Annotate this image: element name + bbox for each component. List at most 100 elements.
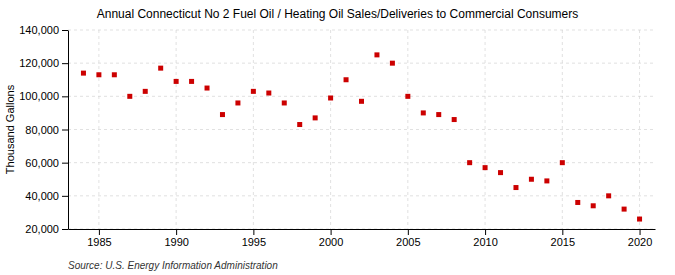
tick: 2000: [319, 229, 343, 248]
point: [328, 95, 333, 100]
tick-label: 100,000: [19, 90, 59, 102]
grid-line-y: [68, 162, 655, 163]
tick-mark: [331, 229, 332, 235]
point: [235, 100, 240, 105]
tick-label: 2005: [396, 236, 420, 248]
point: [575, 200, 580, 205]
tick: 1990: [164, 229, 188, 248]
tick-label: 2000: [319, 236, 343, 248]
point: [467, 160, 472, 165]
tick: 80,000: [25, 124, 68, 136]
point: [205, 86, 210, 91]
point: [313, 115, 318, 120]
title: Annual Connecticut No 2 Fuel Oil / Heati…: [97, 7, 579, 21]
tick-mark: [408, 229, 409, 235]
tick: 2005: [396, 229, 420, 248]
tick: 2010: [473, 229, 497, 248]
tick: 20,000: [25, 223, 68, 235]
point: [513, 185, 518, 190]
points: [81, 52, 642, 221]
point: [174, 79, 179, 84]
tick: 100,000: [19, 90, 68, 102]
tick-mark: [62, 130, 68, 131]
plot-area: 1985 1990 1995 2000 2005 2010 2015 2020 20,000 40…: [19, 24, 655, 248]
tick: 60,000: [25, 157, 68, 169]
point: [359, 99, 364, 104]
point: [436, 112, 441, 117]
tick: 120,000: [19, 57, 68, 69]
tick-label: 1995: [242, 236, 266, 248]
tick: 140,000: [19, 24, 68, 36]
tick-label: 120,000: [19, 57, 59, 69]
tick-label: 2020: [628, 236, 652, 248]
point: [498, 170, 503, 175]
axis-line: [68, 31, 69, 230]
tick-mark: [62, 163, 68, 164]
point: [374, 52, 379, 57]
grid-line-x: [407, 30, 408, 229]
point: [81, 71, 86, 76]
point: [622, 207, 627, 212]
y-axis-title: Thousand Gallons: [4, 84, 16, 174]
grid-line-x: [330, 30, 331, 229]
point: [606, 193, 611, 198]
point: [158, 66, 163, 71]
tick-mark: [562, 229, 563, 235]
point: [591, 203, 596, 208]
y-axis: 20,000 40,000 60,000 80,000 100,000 120,000 14…: [19, 24, 68, 235]
point: [452, 117, 457, 122]
tick-mark: [640, 229, 641, 235]
grid-line-y: [68, 63, 655, 64]
tick: 2020: [628, 229, 652, 248]
grid-line-x: [98, 30, 99, 229]
point: [143, 89, 148, 94]
tick-mark: [62, 229, 68, 230]
tick-label: 140,000: [19, 24, 59, 36]
grid-line-x: [176, 30, 177, 229]
tick-mark: [62, 30, 68, 31]
tick-mark: [99, 229, 100, 235]
tick-mark: [62, 96, 68, 97]
point: [344, 77, 349, 82]
tick-mark: [253, 229, 254, 235]
grid-line-y: [68, 229, 655, 230]
grid-line-x: [253, 30, 254, 229]
grid-line-x: [562, 30, 563, 229]
grid-line-y: [68, 30, 655, 31]
grid-line-x: [639, 30, 640, 229]
tick: 40,000: [25, 190, 68, 202]
point: [282, 100, 287, 105]
tick: 1995: [242, 229, 266, 248]
tick-label: 20,000: [25, 223, 59, 235]
grid-line-y: [68, 195, 655, 196]
point: [421, 110, 426, 115]
tick-label: 1990: [164, 236, 188, 248]
point: [266, 91, 271, 96]
point: [544, 178, 549, 183]
tick: 2015: [551, 229, 575, 248]
tick-label: 2010: [473, 236, 497, 248]
grid-line-y: [68, 96, 655, 97]
grid-line-y: [68, 129, 655, 130]
tick-label: 80,000: [25, 124, 59, 136]
point: [529, 177, 534, 182]
point: [390, 61, 395, 66]
tick: 1985: [87, 229, 111, 248]
tick-label: 40,000: [25, 190, 59, 202]
tick-label: 60,000: [25, 157, 59, 169]
point: [483, 165, 488, 170]
tick-label: 1985: [87, 236, 111, 248]
grid: [68, 30, 655, 229]
tick-mark: [485, 229, 486, 235]
point: [637, 217, 642, 222]
tick-mark: [176, 229, 177, 235]
point: [405, 94, 410, 99]
tick-mark: [62, 196, 68, 197]
point: [112, 72, 117, 77]
point: [297, 122, 302, 127]
tick-label: 2015: [551, 236, 575, 248]
chart: 1985 1990 1995 2000 2005 2010 2015 2020 20,000 40…: [0, 0, 675, 275]
point: [220, 112, 225, 117]
point: [560, 160, 565, 165]
point: [96, 72, 101, 77]
